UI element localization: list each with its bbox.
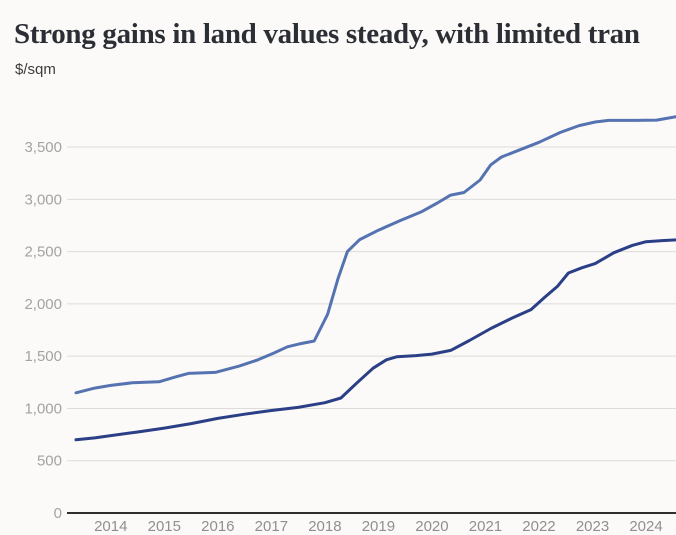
x-tick-label: 2022 <box>522 518 555 535</box>
y-tick-label: 500 <box>37 453 62 470</box>
x-tick-label: 2017 <box>255 518 288 535</box>
line-series_1 <box>74 115 676 395</box>
y-tick-label: 3,000 <box>24 191 62 208</box>
y-tick-label: 3,500 <box>24 139 62 156</box>
x-tick-label: 2019 <box>362 518 395 535</box>
chart-title: Strong gains in land values steady, with… <box>14 18 640 50</box>
x-tick-label: 2014 <box>94 518 127 535</box>
y-axis-unit-label: $/sqm <box>15 61 56 78</box>
x-tick-label: 2018 <box>308 518 341 535</box>
y-tick-label: 2,000 <box>24 296 62 313</box>
line-series_2 <box>74 238 676 442</box>
x-tick-label: 2021 <box>469 518 502 535</box>
x-tick-label: 2024 <box>629 518 662 535</box>
x-tick-label: 2015 <box>148 518 181 535</box>
y-tick-label: 0 <box>54 505 62 522</box>
y-tick-label: 2,500 <box>24 244 62 261</box>
x-tick-label: 2023 <box>576 518 609 535</box>
x-tick-label: 2020 <box>415 518 448 535</box>
x-tick-label: 2016 <box>201 518 234 535</box>
y-tick-label: 1,000 <box>24 400 62 417</box>
y-tick-label: 1,500 <box>24 348 62 365</box>
